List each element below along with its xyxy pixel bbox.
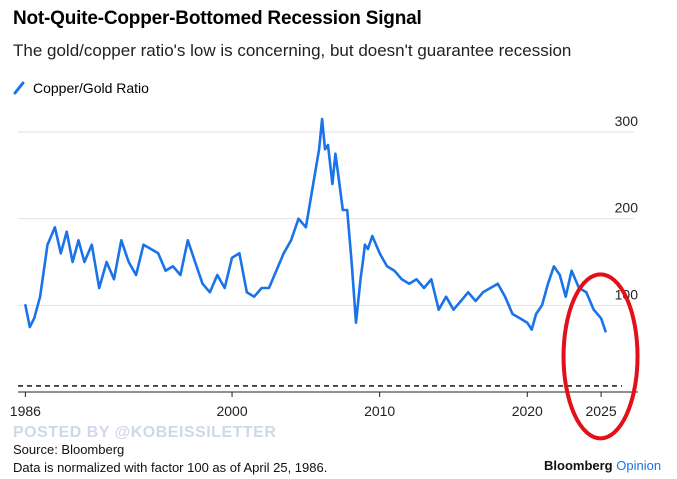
legend-label: Copper/Gold Ratio: [33, 80, 149, 96]
x-tick-label: 2010: [364, 403, 395, 419]
chart-subtitle: The gold/copper ratio's low is concernin…: [13, 41, 572, 60]
normalization-note: Data is normalized with factor 100 as of…: [13, 460, 328, 475]
y-tick-label: 200: [615, 200, 639, 216]
x-tick-label: 2020: [512, 403, 543, 419]
source-note: Source: Bloomberg: [13, 442, 125, 457]
brand-main: Bloomberg: [544, 458, 613, 473]
annotation-red-circle: [561, 272, 640, 441]
x-tick-label: 2000: [216, 403, 247, 419]
x-tick-label: 1986: [10, 403, 41, 419]
y-tick-label: 300: [615, 113, 639, 129]
legend-line-icon: [13, 81, 25, 95]
series-line-copper-gold-ratio: [24, 117, 607, 333]
brand-accent: Opinion: [616, 458, 662, 473]
watermark: POSTED BY @KOBEISSILETTER: [13, 424, 277, 441]
legend: Copper/Gold Ratio: [13, 80, 149, 96]
brand-logo: Bloomberg Opinion: [544, 458, 661, 473]
chart-title: Not-Quite-Copper-Bottomed Recession Sign…: [13, 8, 422, 29]
x-tick-label: 2025: [586, 403, 617, 419]
